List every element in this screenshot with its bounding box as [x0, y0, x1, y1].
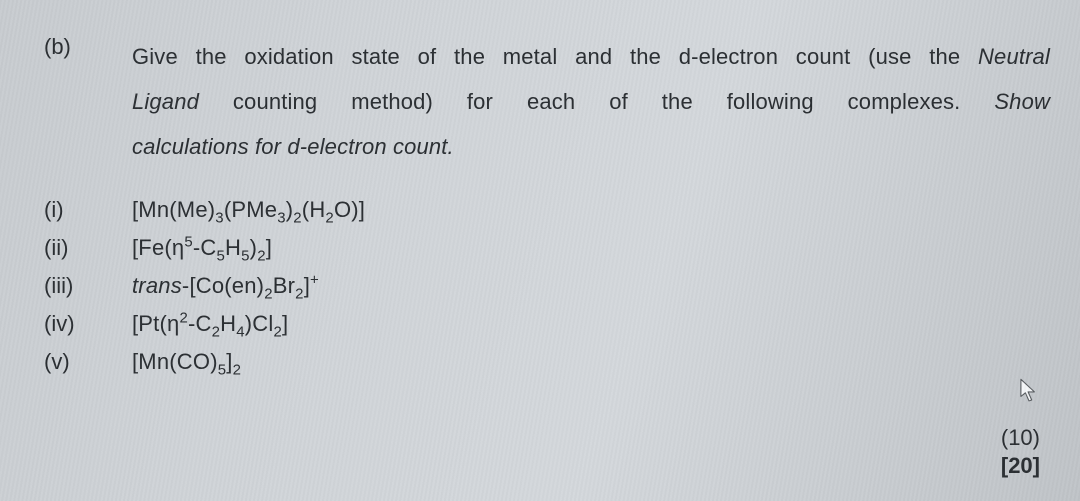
list-item: (v) [Mn(CO)5]2	[44, 349, 1050, 375]
prompt-italic-show: Show	[994, 89, 1050, 114]
prompt-text: Give the oxidation state of the metal an…	[132, 44, 978, 69]
prompt-italic-calc: calculations for d-electron count.	[132, 134, 454, 159]
marks-total: [20]	[1001, 452, 1040, 480]
item-label: (iii)	[44, 273, 132, 299]
item-formula: [Fe(η5-C5H5)2]	[132, 235, 1050, 261]
question-prompt: Give the oxidation state of the metal an…	[132, 34, 1050, 169]
prompt-line-1: Give the oxidation state of the metal an…	[132, 34, 1050, 79]
question-block: (b) Give the oxidation state of the meta…	[44, 34, 1050, 169]
prompt-italic-neutral: Neutral	[978, 44, 1050, 69]
item-formula: trans-[Co(en)2Br2]+	[132, 273, 1050, 299]
list-item: (iv) [Pt(η2-C2H4)Cl2]	[44, 311, 1050, 337]
marks-block: (10) [20]	[1001, 424, 1040, 479]
item-formula: [Pt(η2-C2H4)Cl2]	[132, 311, 1050, 337]
part-label: (b)	[44, 34, 132, 60]
prompt-line-2: Ligand counting method) for each of the …	[132, 79, 1050, 124]
prompt-italic-ligand: Ligand	[132, 89, 199, 114]
cursor-icon	[1020, 378, 1038, 404]
item-formula: [Mn(CO)5]2	[132, 349, 1050, 375]
prompt-text: counting method) for each of the followi…	[199, 89, 994, 114]
item-label: (v)	[44, 349, 132, 375]
item-label: (ii)	[44, 235, 132, 261]
list-item: (iii) trans-[Co(en)2Br2]+	[44, 273, 1050, 299]
items-list: (i) [Mn(Me)3(PMe3)2(H2O)] (ii) [Fe(η5-C5…	[44, 197, 1050, 375]
item-label: (iv)	[44, 311, 132, 337]
item-formula: [Mn(Me)3(PMe3)2(H2O)]	[132, 197, 1050, 223]
marks-sub: (10)	[1001, 424, 1040, 452]
list-item: (i) [Mn(Me)3(PMe3)2(H2O)]	[44, 197, 1050, 223]
prompt-line-3: calculations for d-electron count.	[132, 124, 1050, 169]
item-label: (i)	[44, 197, 132, 223]
list-item: (ii) [Fe(η5-C5H5)2]	[44, 235, 1050, 261]
